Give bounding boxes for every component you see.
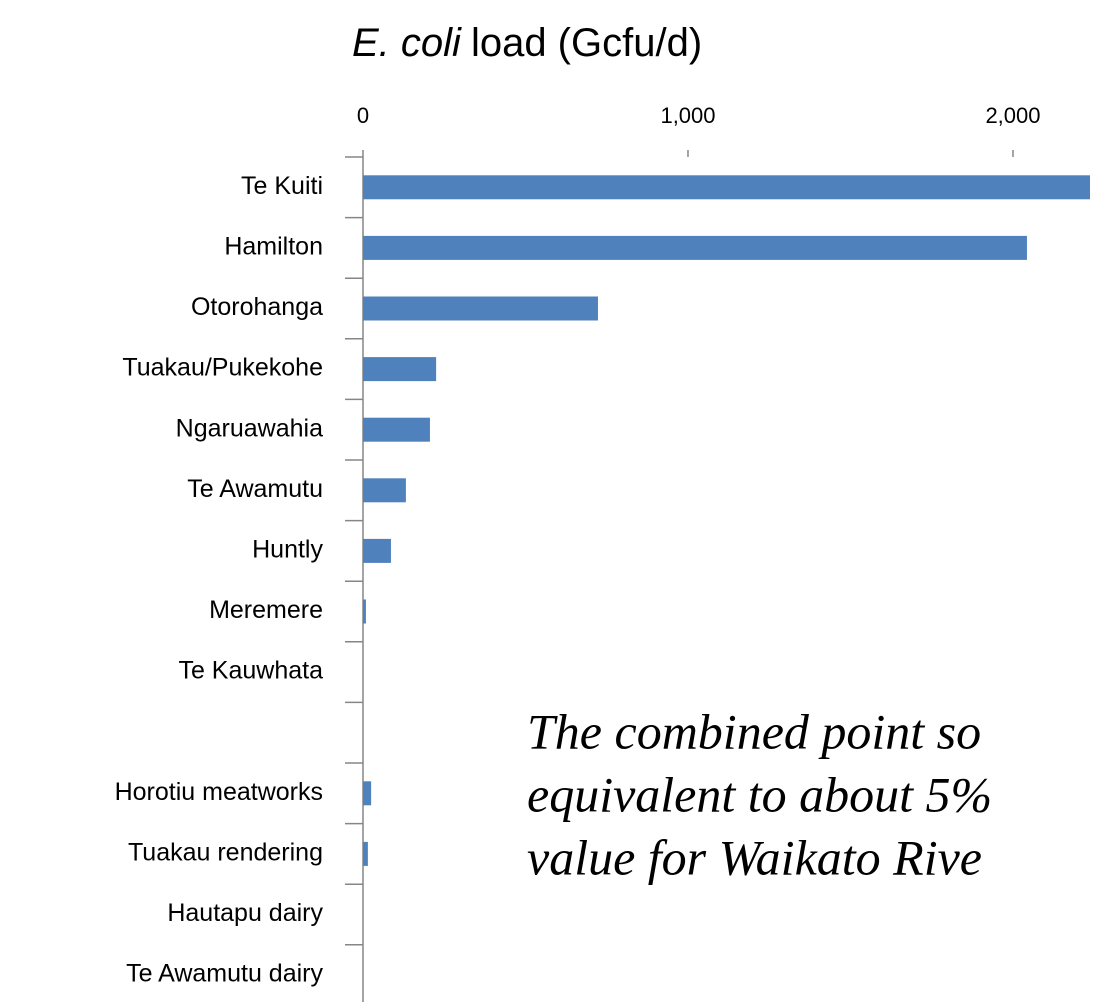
y-tick-label: Te Kauwhata [178,657,323,685]
bar [363,235,1027,260]
bar [363,781,372,806]
y-tick-label: Tuakau/Pukekohe [122,354,323,382]
chart-title: E. coli load (Gcfu/d) [352,21,702,65]
y-tick-label: Huntly [252,536,323,564]
x-tick-label: 0 [357,103,369,128]
annotation: The combined point so [527,703,981,759]
bar [363,175,1091,200]
bar [363,538,391,563]
annotation: value for Waikato Rive [527,829,982,885]
y-tick-label: Tuakau rendering [128,839,323,867]
y-tick-label: Te Kuiti [241,172,323,200]
y-tick-label: Ngaruawahia [176,414,323,442]
title-unit: load (Gcfu/d) [471,21,702,65]
y-tick-label: Horotiu meatworks [115,778,323,806]
title-species: E. coli [352,21,462,65]
x-tick-label: 1,000 [660,103,715,128]
x-tick-label: 2,000 [985,103,1040,128]
y-tick-label: Otorohanga [191,293,323,321]
annotation: equivalent to about 5% [527,766,992,822]
bar [363,357,437,382]
y-tick-label: Hamilton [224,233,323,261]
y-tick-label: Meremere [209,596,323,624]
y-tick-label: Te Awamutu [187,475,323,503]
y-tick-label: Te Awamutu dairy [126,960,323,988]
y-tick-label: Hautapu dairy [167,899,323,927]
bar [363,841,368,866]
bar [363,478,406,503]
bar [363,417,430,442]
bar [363,599,366,624]
bar [363,296,598,321]
